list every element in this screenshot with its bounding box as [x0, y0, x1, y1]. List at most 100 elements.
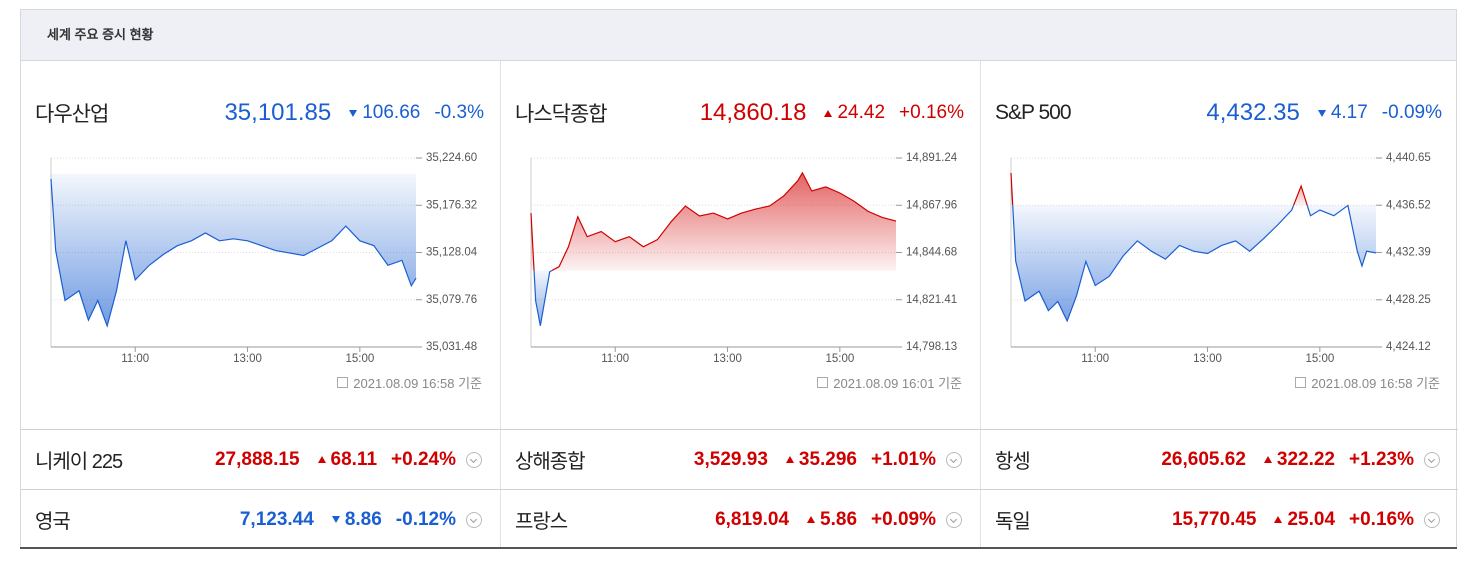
y-tick-label: 14,891.24 — [906, 152, 958, 164]
change: 25.04 — [1274, 509, 1335, 531]
y-tick-label: 14,821.41 — [906, 294, 957, 306]
change-value: 322.22 — [1276, 448, 1336, 470]
change-rate: +1.23% — [1349, 448, 1414, 470]
quote: 다우산업 35,101.85 106.66 -0.3% — [35, 97, 484, 129]
expand-button[interactable] — [466, 451, 482, 468]
price: 26,605.62 — [1161, 448, 1246, 470]
section-header: 세계 주요 증시 현황 — [21, 10, 1456, 61]
x-tick-label: 15:00 — [825, 353, 854, 365]
change-value: 4.17 — [1330, 102, 1368, 123]
change-value: 35.296 — [798, 448, 858, 470]
change: 106.66 — [349, 102, 420, 124]
price: 14,860.18 — [699, 99, 807, 126]
price: 15,770.45 — [1171, 508, 1257, 530]
change: 5.86 — [807, 509, 857, 531]
change-rate: -0.12% — [395, 508, 456, 530]
change: 35.296 — [785, 448, 858, 471]
change-value: 8.86 — [344, 508, 382, 530]
direction-arrow — [807, 516, 816, 523]
expand-button[interactable] — [1424, 511, 1440, 528]
y-tick-label: 35,128.04 — [426, 247, 478, 259]
direction-arrow — [785, 456, 794, 463]
market-row: 프랑스 6,819.04 5.86 +0.09% — [501, 489, 981, 549]
x-tick-label: 11:00 — [601, 353, 629, 365]
area-fill — [531, 172, 896, 271]
bottom-border — [20, 547, 1457, 549]
price: 7,123.44 — [239, 508, 314, 530]
timestamp: 2021.08.09 16:58 기준 — [337, 373, 482, 392]
price-line — [50, 178, 417, 328]
area-fill — [51, 173, 416, 326]
chart: 4,424.12 4,428.25 4,432.39 4,436.52 4,440.65… — [1010, 152, 1431, 365]
direction-arrow — [331, 516, 340, 523]
price: 4,432.35 — [1206, 99, 1300, 126]
world-markets: 세계 주요 증시 현황 다우산업 35,101.85 106.66 -0.3% 2021… — [20, 9, 1458, 549]
direction-arrow — [349, 109, 358, 117]
direction-arrow — [1274, 516, 1283, 523]
quote: S&P 500 4,432.35 4.17 -0.09% — [995, 97, 1442, 129]
market-row: 니케이 225 27,888.15 68.11 +0.24% — [21, 429, 501, 489]
x-tick-label: 13:00 — [233, 353, 262, 365]
y-tick-label: 4,436.52 — [1386, 199, 1431, 211]
market-row: 항셍 26,605.62 322.22 +1.23% — [981, 429, 1458, 489]
price: 6,819.04 — [715, 508, 790, 530]
direction-arrow — [1263, 456, 1272, 463]
change: 24.42 — [824, 102, 885, 124]
price: 27,888.15 — [214, 448, 300, 470]
market-row: 영국 7,123.44 8.86 -0.12% — [21, 489, 501, 549]
market-name: S&P 500 — [995, 101, 1072, 124]
change-rate: +0.16% — [899, 102, 964, 123]
timestamp: 2021.08.09 16:01 기준 — [817, 373, 962, 392]
market-panel: 나스닥종합 14,860.18 24.42 +0.16% 2021.08.09 16:0… — [501, 61, 981, 429]
change: 8.86 — [331, 508, 382, 531]
change-rate: +0.24% — [391, 448, 456, 470]
market-name: 독일 — [995, 511, 1031, 533]
change-rate: -0.09% — [1381, 102, 1442, 123]
y-tick-label: 4,432.39 — [1386, 246, 1431, 258]
clock-icon — [337, 377, 349, 388]
price-line — [1012, 205, 1377, 323]
market-row: 상해종합 3,529.93 35.296 +1.01% — [501, 429, 981, 489]
quote: 나스닥종합 14,860.18 24.42 +0.16% — [515, 97, 964, 129]
price-line — [530, 171, 897, 271]
market-name: 나스닥종합 — [515, 103, 608, 126]
chart: 14,798.13 14,821.41 14,844.68 14,867.96 14,8… — [530, 152, 958, 365]
expand-button[interactable] — [1424, 451, 1440, 468]
timestamp-text: 2021.08.09 16:58 기준 — [353, 376, 482, 391]
direction-arrow — [317, 456, 326, 463]
change: 68.11 — [317, 448, 378, 471]
change-rate: +0.09% — [871, 508, 936, 530]
price: 35,101.85 — [224, 99, 332, 126]
direction-arrow — [1317, 109, 1326, 117]
expand-button[interactable] — [466, 511, 482, 528]
y-tick-label: 35,079.76 — [426, 294, 477, 306]
y-tick-label: 4,424.12 — [1386, 341, 1431, 353]
market-name: 니케이 225 — [35, 451, 123, 473]
market-name: 상해종합 — [515, 451, 586, 473]
change: 4.17 — [1317, 102, 1368, 124]
timestamp: 2021.08.09 16:58 기준 — [1295, 373, 1440, 392]
change-value: 106.66 — [362, 102, 421, 123]
market-name: 항셍 — [995, 451, 1031, 473]
y-tick-label: 14,867.96 — [906, 199, 957, 211]
y-tick-label: 4,440.65 — [1386, 152, 1431, 164]
clock-icon — [1295, 377, 1307, 388]
x-tick-label: 11:00 — [121, 353, 149, 365]
change-rate: +1.01% — [871, 448, 936, 470]
x-tick-label: 11:00 — [1081, 353, 1109, 365]
x-tick-label: 13:00 — [1193, 353, 1222, 365]
change-value: 5.86 — [820, 508, 858, 530]
direction-arrow — [824, 109, 833, 117]
market-name: 영국 — [35, 511, 71, 533]
market-row: 독일 15,770.45 25.04 +0.16% — [981, 489, 1458, 549]
market-name: 프랑스 — [515, 511, 568, 533]
expand-button[interactable] — [946, 451, 962, 468]
change-rate: +0.16% — [1349, 508, 1414, 530]
change-value: 68.11 — [330, 448, 378, 470]
expand-button[interactable] — [946, 511, 962, 528]
change-value: 25.04 — [1287, 508, 1336, 530]
y-tick-label: 35,031.48 — [426, 341, 477, 353]
market-panel: S&P 500 4,432.35 4.17 -0.09% 2021.08.09 16:5… — [981, 61, 1458, 429]
y-tick-label: 35,176.32 — [426, 199, 477, 211]
